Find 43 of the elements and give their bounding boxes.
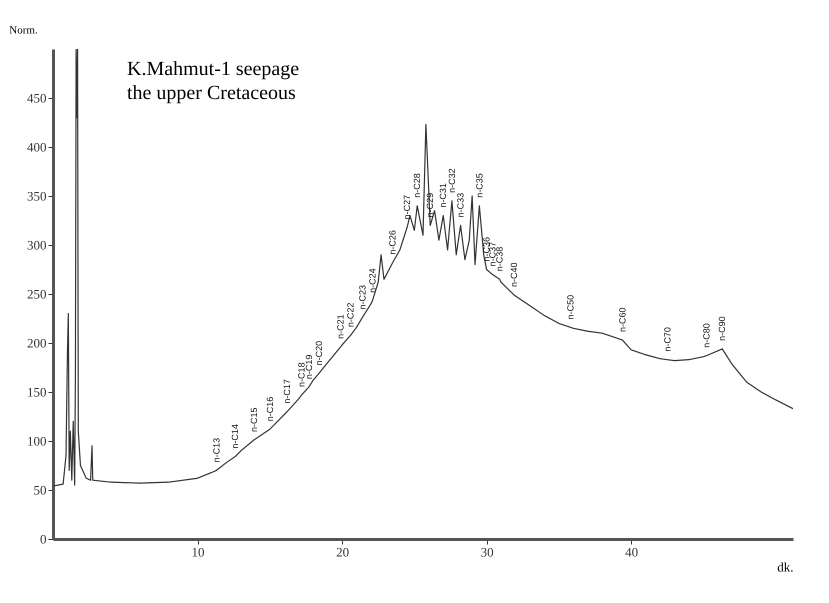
annotation: n-C24 [367, 268, 378, 293]
y-tick-label: 450 [27, 90, 46, 106]
y-tick-label: 0 [40, 532, 46, 546]
annotation: n-C27 [402, 194, 412, 220]
y-tick-label: 350 [27, 188, 46, 204]
annotation: n-C20 [314, 340, 324, 366]
annotation: n-C80 [701, 323, 712, 348]
annotation: n-C60 [617, 308, 628, 332]
text: K.Mahmut-1 seepage the upper Cretaceous [127, 58, 300, 104]
x-axis-title: dk. [777, 560, 794, 574]
annotation: n-C50 [565, 294, 576, 320]
line-series [53, 49, 793, 487]
annotation: n-C14 [230, 424, 240, 449]
y-tick-label: 300 [27, 238, 46, 252]
y-tick-label: 400 [27, 140, 46, 154]
y-axis-title: Norm. [9, 24, 38, 36]
x-tick-label: 30 [480, 544, 494, 560]
x-tick-label: 40 [625, 544, 638, 560]
y-tick-label: 100 [27, 434, 46, 448]
y-tick-label: 150 [27, 384, 46, 400]
annotation: n-C70 [662, 327, 672, 352]
x-tick-label: 10 [192, 544, 205, 560]
y-tick-label: 200 [27, 336, 46, 350]
annotation: n-C33 [456, 192, 466, 218]
annotation: n-C31 [438, 183, 448, 208]
annotation: n-C90 [717, 316, 728, 341]
annotation: n-C32 [446, 168, 457, 193]
annotation: n-C40 [509, 262, 520, 287]
annotation: n-C16 [264, 396, 275, 422]
y-tick-label: 250 [27, 286, 46, 302]
y-tick-label: 50 [34, 482, 46, 498]
annotation: n-C15 [248, 408, 259, 432]
x-tick-label: 20 [336, 544, 350, 560]
annotation: n-C17 [282, 379, 292, 404]
annotation: n-C26 [388, 230, 398, 255]
annotation: n-C21 [336, 314, 346, 339]
annotation: n-C35 [474, 173, 484, 198]
annotation: n-C29 [425, 192, 436, 218]
annotation: n-C23 [357, 285, 368, 310]
annotation: n-C13 [211, 438, 222, 462]
annotation: n-C22 [346, 302, 356, 328]
annotation: n-C28 [412, 173, 422, 198]
annotation: n-C38 [494, 246, 505, 272]
